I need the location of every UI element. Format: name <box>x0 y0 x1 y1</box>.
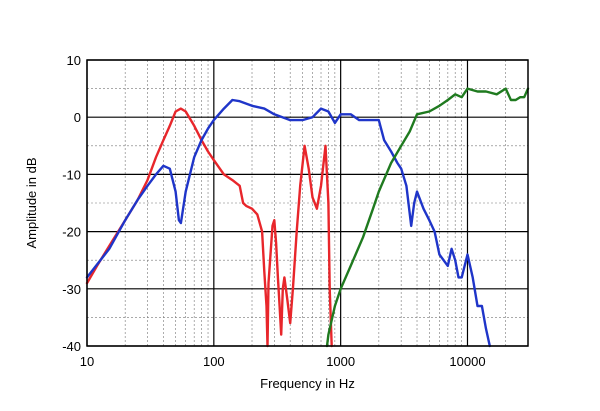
y-tick-label: -20 <box>62 225 81 240</box>
x-axis-label: Frequency in Hz <box>260 376 355 391</box>
plot-frame <box>86 59 529 347</box>
y-tick-label: 0 <box>74 110 81 125</box>
y-tick-label: -10 <box>62 167 81 182</box>
minor-grid <box>87 60 529 346</box>
y-tick-label: -40 <box>62 339 81 354</box>
x-tick-label: 10000 <box>449 354 485 369</box>
x-tick-label: 10 <box>80 354 94 369</box>
series-line-1 <box>85 107 333 348</box>
y-tick-label: 10 <box>67 53 81 68</box>
x-tick-labels: 10 100 1000 10000 <box>80 354 486 369</box>
series-line-3 <box>325 87 530 348</box>
y-axis-label: Amplitude in dB <box>24 157 39 248</box>
x-tick-label: 100 <box>203 354 225 369</box>
series-group <box>85 87 530 348</box>
x-tick-label: 1000 <box>326 354 355 369</box>
series-line-2 <box>85 98 491 348</box>
y-tick-label: -30 <box>62 282 81 297</box>
y-tick-labels: 10 0 -10 -20 -30 -40 <box>62 53 81 354</box>
